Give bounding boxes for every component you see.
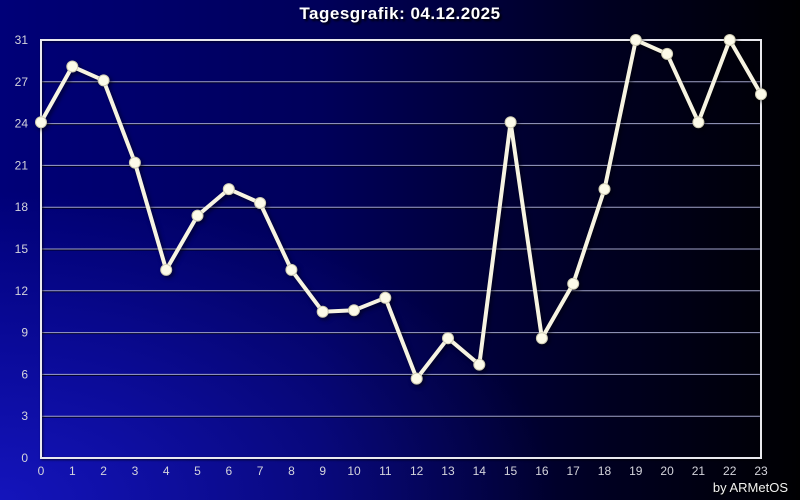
data-point bbox=[567, 277, 580, 290]
x-axis-label: 11 bbox=[379, 464, 392, 478]
x-axis-label: 4 bbox=[163, 464, 170, 478]
data-point bbox=[316, 305, 329, 318]
x-axis-label: 14 bbox=[473, 464, 487, 478]
data-point bbox=[629, 34, 642, 46]
data-point bbox=[222, 183, 235, 196]
y-axis-label: 0 bbox=[21, 451, 28, 465]
data-series bbox=[35, 34, 767, 385]
data-point bbox=[35, 116, 47, 129]
x-axis-label: 20 bbox=[660, 464, 674, 478]
x-axis-label: 2 bbox=[100, 464, 107, 478]
data-point bbox=[473, 358, 486, 371]
data-point bbox=[723, 34, 736, 46]
x-axis-label: 19 bbox=[629, 464, 643, 478]
data-point bbox=[755, 88, 767, 101]
x-axis-label: 23 bbox=[754, 464, 768, 478]
y-axis-label: 24 bbox=[15, 117, 29, 131]
x-axis-label: 22 bbox=[723, 464, 737, 478]
data-point bbox=[692, 116, 705, 129]
plot-frame bbox=[40, 39, 762, 459]
x-axis-label: 12 bbox=[410, 464, 424, 478]
credit-label: by ARMetOS bbox=[712, 480, 788, 495]
x-axis-label: 10 bbox=[347, 464, 361, 478]
data-point bbox=[285, 263, 298, 276]
data-point bbox=[379, 291, 392, 304]
y-axis-label: 15 bbox=[15, 242, 29, 256]
value-line bbox=[39, 38, 763, 381]
x-axis-label: 17 bbox=[566, 464, 580, 478]
data-point bbox=[661, 47, 674, 60]
y-axis-label: 3 bbox=[21, 409, 28, 423]
data-point bbox=[348, 304, 360, 317]
data-point bbox=[504, 116, 517, 129]
y-axis-label: 18 bbox=[15, 200, 29, 214]
data-point bbox=[535, 332, 548, 345]
x-axis-label: 8 bbox=[288, 464, 295, 478]
y-axis-label: 27 bbox=[15, 75, 29, 89]
y-axis-label: 9 bbox=[21, 326, 28, 340]
y-axis-label: 12 bbox=[15, 284, 29, 298]
data-point bbox=[254, 197, 267, 209]
x-axis-label: 13 bbox=[441, 464, 455, 478]
x-axis-label: 0 bbox=[38, 464, 45, 478]
y-axis-label: 31 bbox=[15, 33, 29, 47]
x-axis-label: 9 bbox=[319, 464, 326, 478]
x-axis-label: 21 bbox=[692, 464, 706, 478]
x-axis-label: 18 bbox=[598, 464, 612, 478]
x-axis-label: 6 bbox=[225, 464, 232, 478]
data-point bbox=[191, 209, 204, 222]
x-axis-label: 7 bbox=[257, 464, 264, 478]
chart-title: Tagesgrafik: 04.12.2025 bbox=[299, 4, 501, 23]
data-point bbox=[97, 74, 110, 87]
data-point bbox=[410, 372, 423, 385]
data-point bbox=[128, 156, 141, 169]
x-axis-label: 15 bbox=[504, 464, 518, 478]
x-axis-label: 1 bbox=[69, 464, 76, 478]
x-axis-label: 16 bbox=[535, 464, 549, 478]
y-axis-label: 21 bbox=[15, 158, 29, 172]
data-point bbox=[160, 263, 173, 276]
data-point bbox=[442, 332, 454, 345]
data-point bbox=[598, 183, 611, 196]
x-axis-label: 5 bbox=[194, 464, 201, 478]
y-axis-label: 6 bbox=[21, 367, 28, 381]
data-point bbox=[66, 60, 79, 73]
x-axis-label: 3 bbox=[132, 464, 139, 478]
